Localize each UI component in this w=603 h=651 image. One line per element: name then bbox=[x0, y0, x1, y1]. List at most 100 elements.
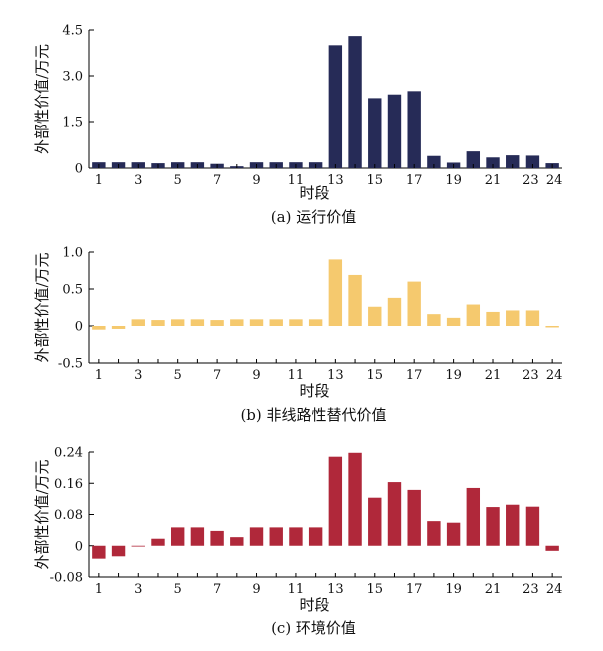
x-tick-label: 24 bbox=[546, 173, 563, 188]
x-tick-label: 1 bbox=[95, 173, 103, 188]
x-tick-label: 13 bbox=[327, 582, 344, 597]
y-tick-label: -0.08 bbox=[50, 571, 83, 586]
y-tick-label: 0 bbox=[75, 539, 83, 554]
x-tick-label: 11 bbox=[288, 582, 305, 597]
y-tick-label: 0 bbox=[75, 320, 83, 335]
bar-period-22 bbox=[506, 310, 520, 326]
bar-period-15 bbox=[368, 497, 382, 546]
bar-period-9 bbox=[249, 527, 264, 546]
x-tick-label: 23 bbox=[522, 173, 539, 188]
x-tick-label: 3 bbox=[134, 582, 142, 597]
panel-caption: (c) 环境价值 bbox=[271, 619, 356, 637]
bar-period-10 bbox=[269, 527, 283, 546]
x-tick-label: 23 bbox=[522, 582, 539, 597]
y-tick-label: 1.0 bbox=[62, 246, 83, 261]
x-tick-label: 5 bbox=[174, 368, 182, 383]
bar-period-5 bbox=[170, 527, 185, 546]
bar-period-16 bbox=[387, 94, 402, 168]
bar-period-20 bbox=[466, 151, 481, 168]
bar-period-19 bbox=[446, 522, 461, 546]
x-tick-label: 17 bbox=[406, 368, 423, 383]
bar-period-19 bbox=[446, 317, 461, 326]
x-tick-label: 21 bbox=[485, 368, 502, 383]
bar-period-14 bbox=[348, 36, 362, 168]
x-tick-label: 3 bbox=[134, 368, 142, 383]
x-tick-label: 9 bbox=[252, 173, 260, 188]
y-tick-label: 4.5 bbox=[62, 24, 83, 39]
x-tick-label: 5 bbox=[174, 173, 182, 188]
y-tick-label: 3.0 bbox=[62, 70, 83, 85]
bar-period-16 bbox=[387, 482, 402, 546]
y-axis-title: 外部性价值/万元 bbox=[33, 44, 51, 154]
x-tick-label: 21 bbox=[485, 173, 502, 188]
bar-period-16 bbox=[387, 297, 402, 326]
x-tick-label: 23 bbox=[522, 368, 539, 383]
x-axis-title: 时段 bbox=[299, 382, 329, 400]
x-tick-label: 1 bbox=[95, 582, 103, 597]
bar-period-3 bbox=[131, 319, 145, 326]
x-tick-label: 21 bbox=[485, 582, 502, 597]
bar-period-23 bbox=[525, 506, 540, 546]
x-tick-label: 19 bbox=[445, 582, 462, 597]
bar-period-8 bbox=[230, 319, 244, 326]
bar-period-21 bbox=[486, 157, 500, 168]
panel-caption: (b) 非线路性替代价值 bbox=[240, 406, 386, 424]
x-tick-label: 3 bbox=[134, 173, 142, 188]
bar-period-24 bbox=[545, 545, 559, 551]
bar-period-1 bbox=[92, 545, 106, 559]
chart-panel-2: -0.500.51.01 3 5 7 9 11 13 15 17 19 21 23 24时段外部性价值/… bbox=[33, 246, 562, 425]
bar-period-21 bbox=[486, 311, 500, 326]
x-tick-label: 13 bbox=[327, 173, 344, 188]
bar-period-15 bbox=[368, 98, 382, 168]
x-tick-label: 17 bbox=[406, 173, 423, 188]
x-tick-label: 5 bbox=[174, 582, 182, 597]
y-axis-title: 外部性价值/万元 bbox=[33, 459, 51, 569]
y-tick-label: 0.5 bbox=[62, 283, 83, 298]
bar-period-13 bbox=[328, 259, 343, 326]
bar-period-11 bbox=[289, 527, 303, 546]
x-tick-label: 15 bbox=[366, 368, 383, 383]
bar-period-15 bbox=[368, 306, 382, 326]
y-tick-label: 0 bbox=[75, 162, 83, 177]
bar-period-7 bbox=[210, 320, 224, 326]
x-tick-label: 19 bbox=[445, 173, 462, 188]
bar-period-5 bbox=[170, 319, 185, 326]
bar-period-17 bbox=[407, 91, 421, 168]
x-tick-label: 13 bbox=[327, 368, 344, 383]
x-tick-label: 19 bbox=[445, 368, 462, 383]
x-tick-label: 11 bbox=[288, 368, 305, 383]
x-axis-title: 时段 bbox=[299, 184, 329, 202]
x-tick-label: 15 bbox=[366, 173, 383, 188]
bar-period-18 bbox=[427, 155, 441, 168]
bar-period-20 bbox=[466, 304, 481, 326]
bar-period-2 bbox=[111, 545, 126, 557]
bar-period-6 bbox=[190, 319, 205, 326]
y-tick-label: 0.08 bbox=[54, 508, 83, 523]
bar-period-13 bbox=[328, 456, 343, 546]
bar-period-4 bbox=[151, 538, 165, 546]
x-tick-label: 1 bbox=[95, 368, 103, 383]
bar-period-14 bbox=[348, 274, 362, 326]
bar-period-12 bbox=[308, 319, 323, 326]
bar-period-12 bbox=[308, 527, 323, 546]
bar-period-4 bbox=[151, 320, 165, 326]
bar-period-7 bbox=[210, 530, 224, 546]
x-tick-label: 7 bbox=[213, 368, 221, 383]
bar-period-23 bbox=[525, 155, 540, 168]
x-tick-label: 11 bbox=[288, 173, 305, 188]
y-tick-label: 0.16 bbox=[54, 477, 83, 492]
bar-period-20 bbox=[466, 487, 481, 546]
panel-caption: (a) 运行价值 bbox=[271, 208, 356, 226]
bar-period-2 bbox=[111, 326, 126, 329]
bar-period-17 bbox=[407, 281, 421, 326]
x-tick-label: 9 bbox=[252, 368, 260, 383]
bar-period-17 bbox=[407, 489, 421, 546]
bar-period-11 bbox=[289, 319, 303, 326]
bar-period-18 bbox=[427, 521, 441, 546]
bar-period-6 bbox=[190, 527, 205, 546]
bar-period-22 bbox=[506, 155, 520, 168]
bar-period-21 bbox=[486, 507, 500, 546]
bar-period-3 bbox=[131, 545, 145, 547]
y-tick-label: 0.24 bbox=[54, 446, 83, 461]
